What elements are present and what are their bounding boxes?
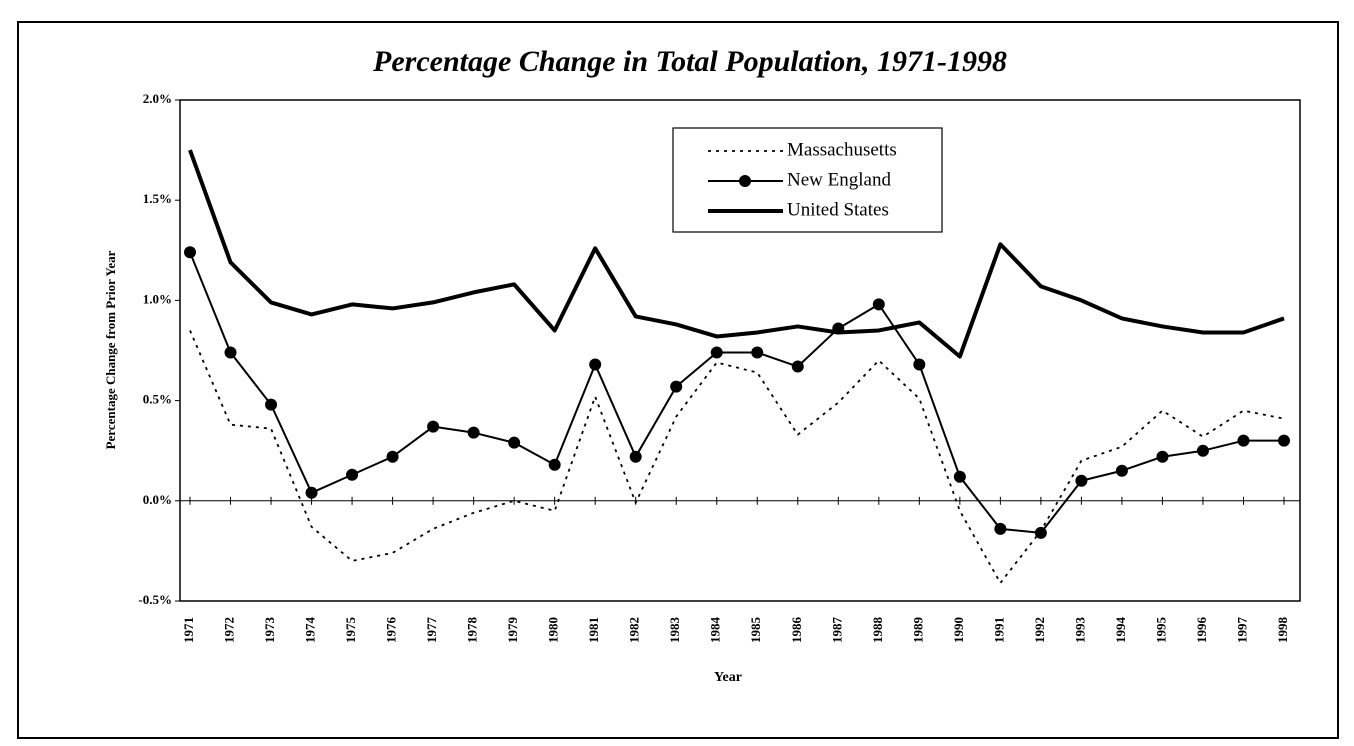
x-tick-label: 1996: [1194, 617, 1209, 644]
data-point: [994, 522, 1007, 535]
data-point: [508, 436, 521, 449]
x-tick-label: 1973: [262, 617, 277, 644]
data-point: [953, 470, 966, 483]
x-tick-label: 1988: [870, 617, 885, 644]
data-point: [548, 458, 561, 471]
data-point: [265, 398, 278, 411]
x-tick-label: 1972: [222, 617, 237, 643]
x-tick-label: 1998: [1275, 617, 1290, 644]
legend-label: United States: [787, 199, 889, 220]
data-point: [791, 360, 804, 373]
x-tick-label: 1993: [1072, 617, 1087, 644]
x-tick-label: 1976: [384, 617, 399, 644]
data-point: [305, 486, 318, 499]
y-tick-label: 2.0%: [143, 91, 172, 106]
data-point: [913, 358, 926, 371]
x-tick-label: 1977: [424, 617, 439, 644]
x-tick-label: 1982: [627, 617, 642, 643]
x-tick-label: 1984: [708, 617, 723, 644]
data-point: [1237, 434, 1250, 447]
data-point: [710, 346, 723, 359]
data-point: [427, 420, 440, 433]
x-axis-label: Year: [714, 670, 742, 685]
y-tick-label: 1.0%: [143, 291, 172, 306]
x-tick-label: 1979: [505, 617, 520, 644]
data-point: [1075, 474, 1088, 487]
x-tick-label: 1985: [748, 617, 763, 644]
y-tick-label: 1.5%: [143, 191, 172, 206]
x-tick-label: 1995: [1153, 617, 1168, 644]
series-line: [189, 330, 1285, 584]
y-tick-label: 0.0%: [143, 492, 172, 507]
x-tick-label: 1987: [829, 617, 844, 644]
data-point: [184, 246, 196, 259]
x-tick-label: 1974: [303, 617, 318, 644]
data-point: [224, 346, 237, 359]
data-point: [629, 450, 642, 463]
data-point: [670, 380, 683, 393]
legend-label: Massachusetts: [787, 139, 897, 160]
x-tick-label: 1989: [910, 617, 925, 644]
x-tick-label: 1986: [789, 617, 804, 644]
x-tick-label: 1981: [586, 617, 601, 643]
chart-frame: [17, 21, 1339, 739]
data-point: [346, 468, 359, 481]
plot-area: [179, 99, 1301, 602]
data-point: [1034, 526, 1047, 539]
series-line: [189, 251, 1284, 534]
x-tick-label: 1980: [546, 617, 561, 643]
y-tick-label: -0.5%: [138, 592, 172, 607]
y-axis-label: Percentage Change from Prior Year: [103, 250, 118, 449]
x-tick-label: 1975: [343, 617, 358, 644]
data-point: [872, 298, 885, 311]
data-point: [386, 450, 399, 463]
chart-title: Percentage Change in Total Population, 1…: [372, 45, 1007, 78]
data-point: [1115, 464, 1128, 477]
x-tick-label: 1978: [465, 617, 480, 644]
x-tick-label: 1990: [951, 617, 966, 643]
data-point: [1278, 434, 1290, 447]
data-point: [751, 346, 764, 359]
x-tick-label: 1983: [667, 617, 682, 644]
x-tick-label: 1994: [1113, 617, 1128, 644]
legend-marker: [739, 175, 751, 187]
x-tick-label: 1991: [991, 617, 1006, 643]
y-tick-label: 0.5%: [143, 392, 172, 407]
x-tick-label: 1992: [1032, 617, 1047, 643]
series-line: [188, 149, 1285, 359]
x-tick-label: 1971: [181, 617, 196, 643]
x-tick-label: 1997: [1234, 617, 1249, 644]
data-point: [589, 358, 602, 371]
data-point: [467, 426, 480, 439]
legend-label: New England: [787, 169, 891, 190]
data-point: [1196, 444, 1209, 457]
data-point: [1156, 450, 1169, 463]
